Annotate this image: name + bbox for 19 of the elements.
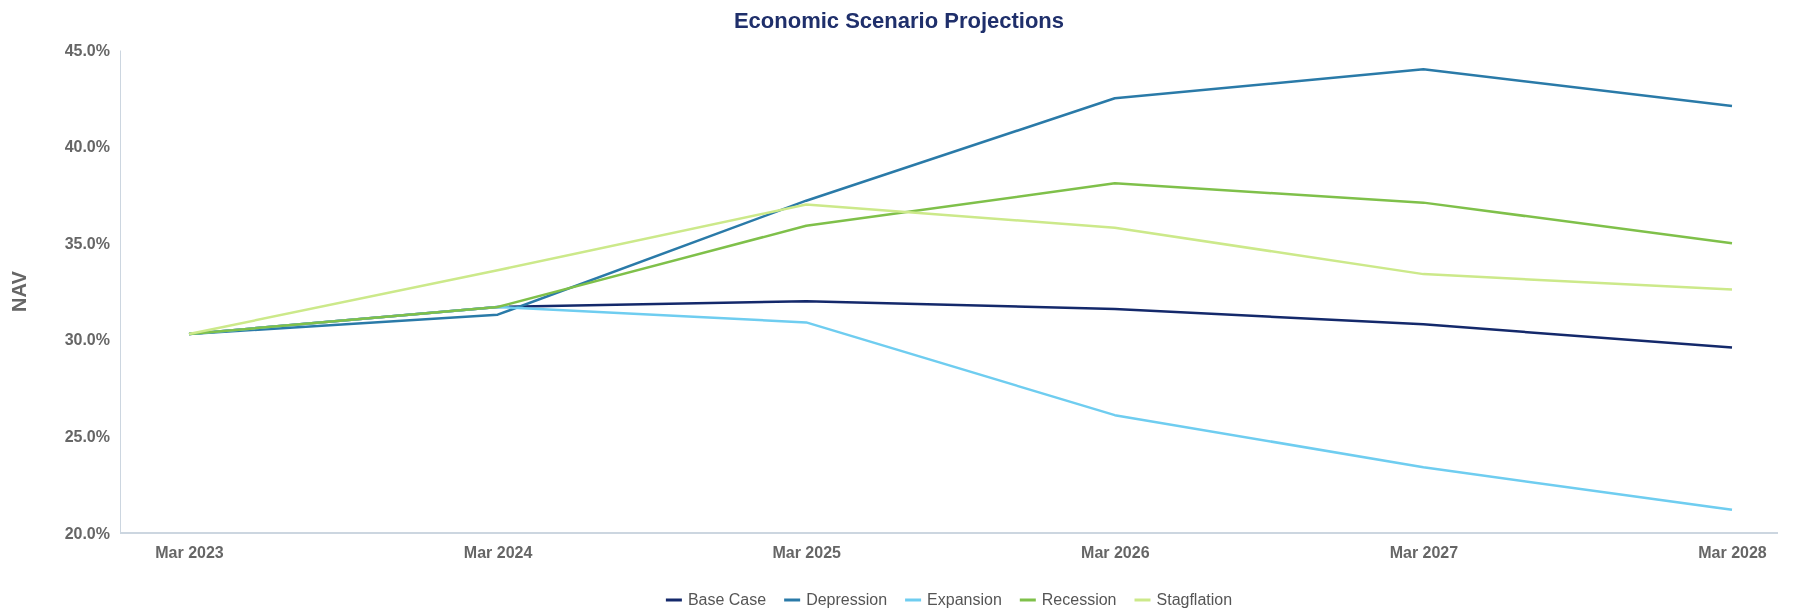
y-tick-label: 45.0%: [64, 41, 110, 59]
legend-label: Depression: [806, 591, 888, 608]
legend-label: Base Case: [687, 591, 767, 608]
x-tick-label: Mar 2028: [1698, 544, 1767, 562]
legend-label: Stagflation: [1156, 591, 1233, 608]
y-tick-label: 25.0%: [64, 428, 110, 446]
x-tick-label: Mar 2023: [155, 544, 224, 562]
chart-title: Economic Scenario Projections: [733, 8, 1065, 33]
y-tick-label: 40.0%: [64, 138, 110, 156]
y-tick-label: 35.0%: [64, 234, 110, 252]
y-tick-label: 20.0%: [64, 524, 110, 542]
x-tick-label: Mar 2024: [463, 544, 533, 562]
y-tick-label: 30.0%: [64, 331, 110, 349]
x-tick-label: Mar 2027: [1389, 544, 1459, 562]
legend-label: Expansion: [927, 591, 1002, 608]
x-tick-label: Mar 2026: [1081, 544, 1150, 562]
legend-label: Recession: [1041, 591, 1117, 608]
y-axis-title: NAV: [8, 270, 30, 312]
x-tick-label: Mar 2025: [772, 544, 842, 562]
